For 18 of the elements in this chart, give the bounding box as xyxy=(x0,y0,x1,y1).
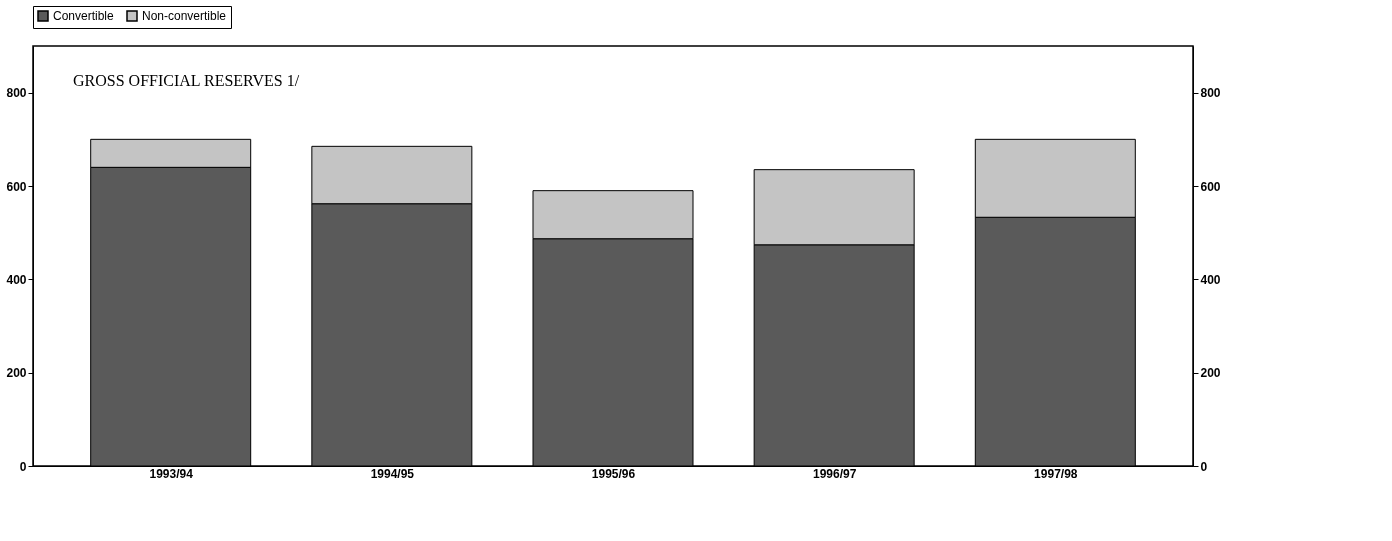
x-tick-label: 1994/95 xyxy=(370,466,415,481)
y-tick-label: 600 xyxy=(6,179,27,194)
y-tick-label: 200 xyxy=(6,366,27,381)
x-tick-label: 1996/97 xyxy=(812,466,857,481)
x-tick-label: 1997/98 xyxy=(1034,466,1078,481)
legend-label: Convertible xyxy=(53,9,115,23)
text: GROSS OFFICIAL RESERVES 1/ xyxy=(73,72,300,89)
y2-tick-label: 600 xyxy=(1200,179,1221,194)
y2-tick-label: 0 xyxy=(1200,459,1208,474)
y2-tick-label: 400 xyxy=(1200,272,1221,287)
y-tick-label: 400 xyxy=(6,272,27,287)
y2-tick-label: 800 xyxy=(1200,86,1221,101)
y-tick-label: 0 xyxy=(19,459,27,474)
y2-tick-label: 200 xyxy=(1200,366,1221,381)
x-tick-label: 1993/94 xyxy=(149,466,194,481)
x-tick-label: 1995/96 xyxy=(591,466,636,481)
y-tick-label: 800 xyxy=(6,86,27,101)
legend-label: Non-convertible xyxy=(142,9,227,23)
